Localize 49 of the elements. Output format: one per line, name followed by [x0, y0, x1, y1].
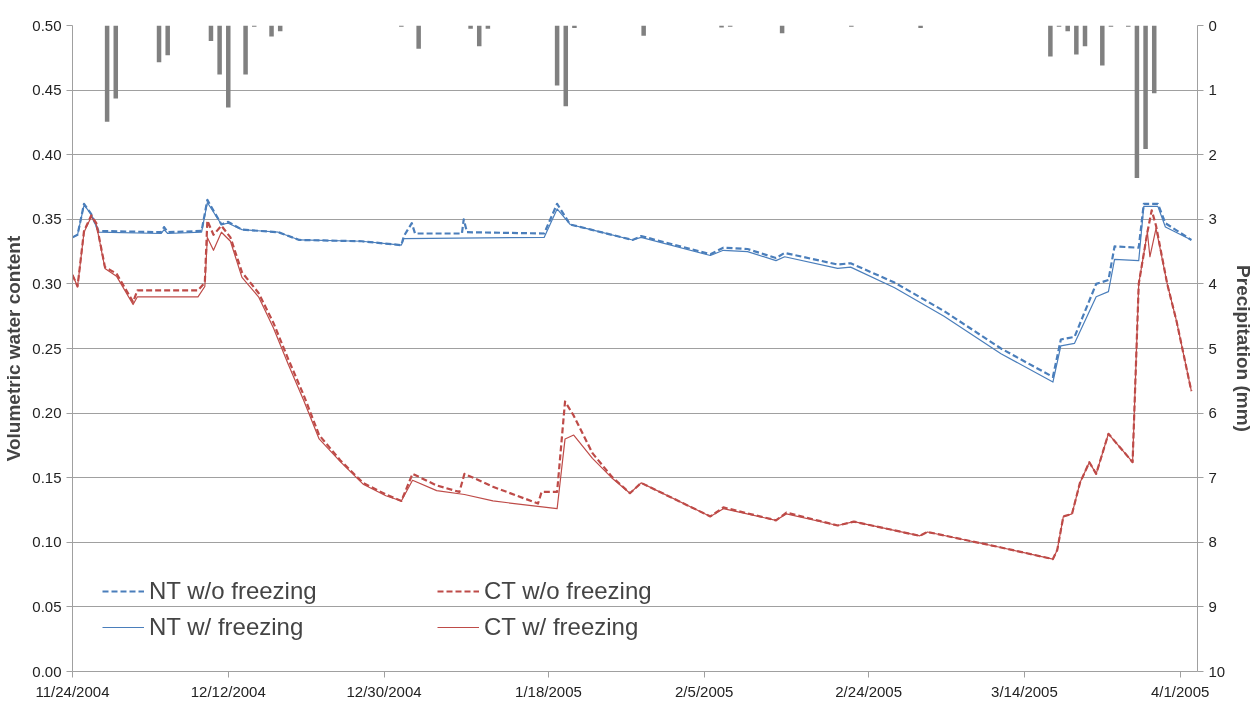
y-tick-label: 0.30 [32, 274, 62, 292]
y-tick-label: 0.50 [32, 16, 62, 34]
legend-label: CT w/o freezing [484, 577, 653, 605]
legend-label: CT w/ freezing [484, 613, 640, 641]
x-tick-label: 1/18/2005 [515, 682, 582, 700]
x-tick-label: 2/24/2005 [835, 682, 903, 700]
bar [165, 25, 170, 56]
y2-axis-title: Precipitation (mm) [1233, 265, 1255, 432]
x-tick-label: 12/30/2004 [346, 682, 422, 700]
y2-tick-label: 3 [1208, 210, 1217, 228]
y2-tick-label: 9 [1208, 597, 1217, 615]
y-tick-label: 0.45 [32, 81, 62, 99]
y2-tick-label: 0 [1208, 16, 1217, 34]
bar [269, 25, 274, 37]
bar [1048, 25, 1053, 57]
y2-tick-label: 8 [1208, 533, 1217, 551]
y-tick-label: 0.10 [32, 533, 62, 551]
y-tick-label: 0.05 [32, 597, 62, 615]
x-tick-label: 3/14/2005 [991, 682, 1058, 700]
y-tick-label: 0.35 [32, 210, 62, 228]
legend-label: NT w/o freezing [149, 577, 318, 605]
y-tick-label: 0.25 [32, 339, 62, 357]
bar [1074, 25, 1079, 55]
y2-tick-label: 10 [1208, 662, 1226, 680]
y2-tick-label: 7 [1208, 468, 1217, 486]
bar [1143, 25, 1148, 149]
y-tick-label: 0.15 [32, 468, 62, 486]
y-axis-title: Volumetric water content [3, 235, 25, 462]
bar [243, 25, 248, 75]
y2-tick-label: 5 [1208, 339, 1217, 357]
bar [1065, 25, 1070, 32]
x-tick-label: 4/1/2005 [1151, 682, 1210, 700]
x-tick-label: 2/5/2005 [675, 682, 734, 700]
bar [217, 25, 222, 75]
x-tick-label: 11/24/2004 [35, 682, 110, 700]
bar [1100, 25, 1105, 66]
x-tick-label: 12/12/2004 [190, 682, 266, 700]
y2-tick-label: 4 [1208, 274, 1217, 292]
y2-tick-label: 2 [1208, 145, 1217, 163]
y2-tick-label: 6 [1208, 404, 1217, 422]
y-tick-label: 0.00 [32, 662, 62, 680]
y2-tick-label: 1 [1208, 81, 1217, 99]
y-tick-label: 0.20 [32, 404, 62, 422]
bar [416, 25, 421, 49]
bar [468, 25, 473, 29]
y-tick-label: 0.40 [32, 145, 62, 163]
legend-label: NT w/ freezing [149, 613, 305, 641]
bar [641, 25, 646, 36]
bar [226, 25, 231, 108]
